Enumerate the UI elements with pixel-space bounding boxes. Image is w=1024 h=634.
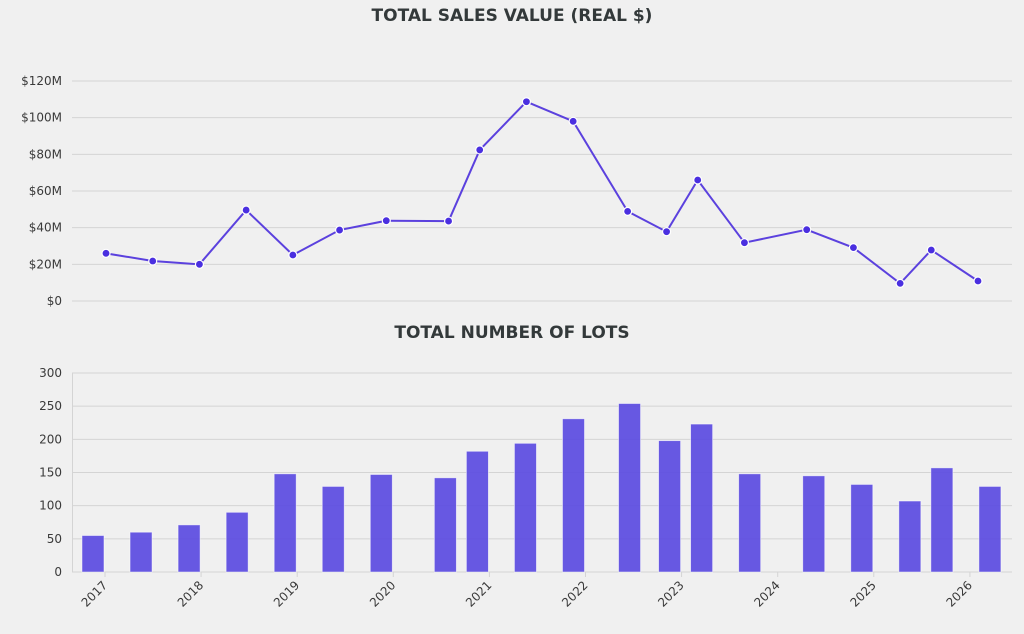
sales-data-point xyxy=(693,175,703,185)
lots-x-tick-label: 2025 xyxy=(847,578,878,609)
lots-bar xyxy=(369,474,393,573)
sales-data-point xyxy=(895,278,905,288)
sales-data-point xyxy=(475,145,485,155)
sales-y-tick-label: $40M xyxy=(29,221,62,235)
sales-data-point xyxy=(288,250,298,260)
sales-data-point xyxy=(443,216,454,226)
sales-y-tick-label: $120M xyxy=(21,74,62,88)
sales-y-tick-label: $60M xyxy=(29,184,62,198)
lots-x-tick-label: 2017 xyxy=(79,578,110,609)
sales-data-point xyxy=(802,225,812,235)
lots-x-tick-label: 2022 xyxy=(559,578,590,609)
lots-bar xyxy=(618,403,641,573)
sales-data-point xyxy=(381,216,391,226)
lots-y-tick-label: 50 xyxy=(47,532,62,546)
lots-x-tick-label: 2018 xyxy=(175,578,206,609)
lots-x-tick-label: 2023 xyxy=(655,578,686,609)
sales-y-tick-label: $80M xyxy=(29,147,62,161)
sales-data-point xyxy=(926,245,936,255)
lots-bar xyxy=(433,477,457,573)
lots-bar xyxy=(978,486,1002,573)
lots-bar xyxy=(514,442,537,573)
lots-y-tick-label: 250 xyxy=(39,399,62,413)
sales-data-point xyxy=(148,256,158,266)
lots-x-tick-label: 2024 xyxy=(751,578,782,609)
lots-y-tick-label: 150 xyxy=(39,466,62,480)
sales-data-point xyxy=(334,225,345,235)
sales-data-point xyxy=(241,205,251,215)
lots-x-tick-label: 2019 xyxy=(271,578,302,609)
sales-chart-grid: $0 $20M $40M $60M $80M $100M $120M xyxy=(21,74,1012,308)
sales-chart-title: TOTAL SALES VALUE (REAL $) xyxy=(372,6,653,26)
sales-data-point xyxy=(661,227,672,237)
sales-y-tick-label: $100M xyxy=(21,111,62,125)
sales-data-point xyxy=(521,97,532,107)
lots-chart-series xyxy=(81,403,1002,573)
lots-bar xyxy=(930,467,954,573)
lots-bar xyxy=(562,418,585,573)
sales-data-point xyxy=(568,116,578,126)
lots-y-tick-label: 300 xyxy=(39,366,62,380)
lots-bar xyxy=(81,535,105,573)
sales-chart-series xyxy=(101,97,983,288)
lots-bar xyxy=(465,450,489,573)
lots-bar xyxy=(690,423,714,573)
sales-data-point xyxy=(739,238,750,248)
lots-bar xyxy=(177,524,201,573)
lots-bar xyxy=(321,486,345,573)
lots-bar xyxy=(738,473,762,573)
lots-bar xyxy=(225,511,249,573)
lots-x-tick-label: 2020 xyxy=(367,578,398,609)
sales-y-tick-label: $0 xyxy=(47,294,62,308)
sales-data-point xyxy=(623,206,633,216)
sales-data-point xyxy=(848,243,859,253)
lots-chart-x-axis: 2017 2018 2019 2020 2021 2022 2023 2024 2025 2026 xyxy=(79,572,975,610)
lots-bar xyxy=(658,440,681,573)
lots-bar xyxy=(850,484,874,573)
lots-bar xyxy=(802,475,826,573)
lots-y-tick-label: 100 xyxy=(39,499,62,513)
sales-data-point xyxy=(194,259,205,269)
lots-chart-title: TOTAL NUMBER OF LOTS xyxy=(394,323,629,343)
lots-y-tick-label: 200 xyxy=(39,432,62,446)
sales-y-tick-label: $20M xyxy=(29,257,62,271)
sales-data-point xyxy=(101,248,111,258)
lots-bar xyxy=(273,473,297,573)
lots-chart-grid: 0 50 100 150 200 250 300 xyxy=(39,366,1012,579)
lots-x-tick-label: 2026 xyxy=(944,578,975,609)
lots-y-tick-label: 0 xyxy=(54,565,62,579)
sales-line xyxy=(105,100,979,285)
lots-x-tick-label: 2021 xyxy=(463,578,494,609)
sales-data-point xyxy=(973,276,983,286)
lots-bar xyxy=(898,500,922,573)
lots-bar xyxy=(129,531,153,573)
